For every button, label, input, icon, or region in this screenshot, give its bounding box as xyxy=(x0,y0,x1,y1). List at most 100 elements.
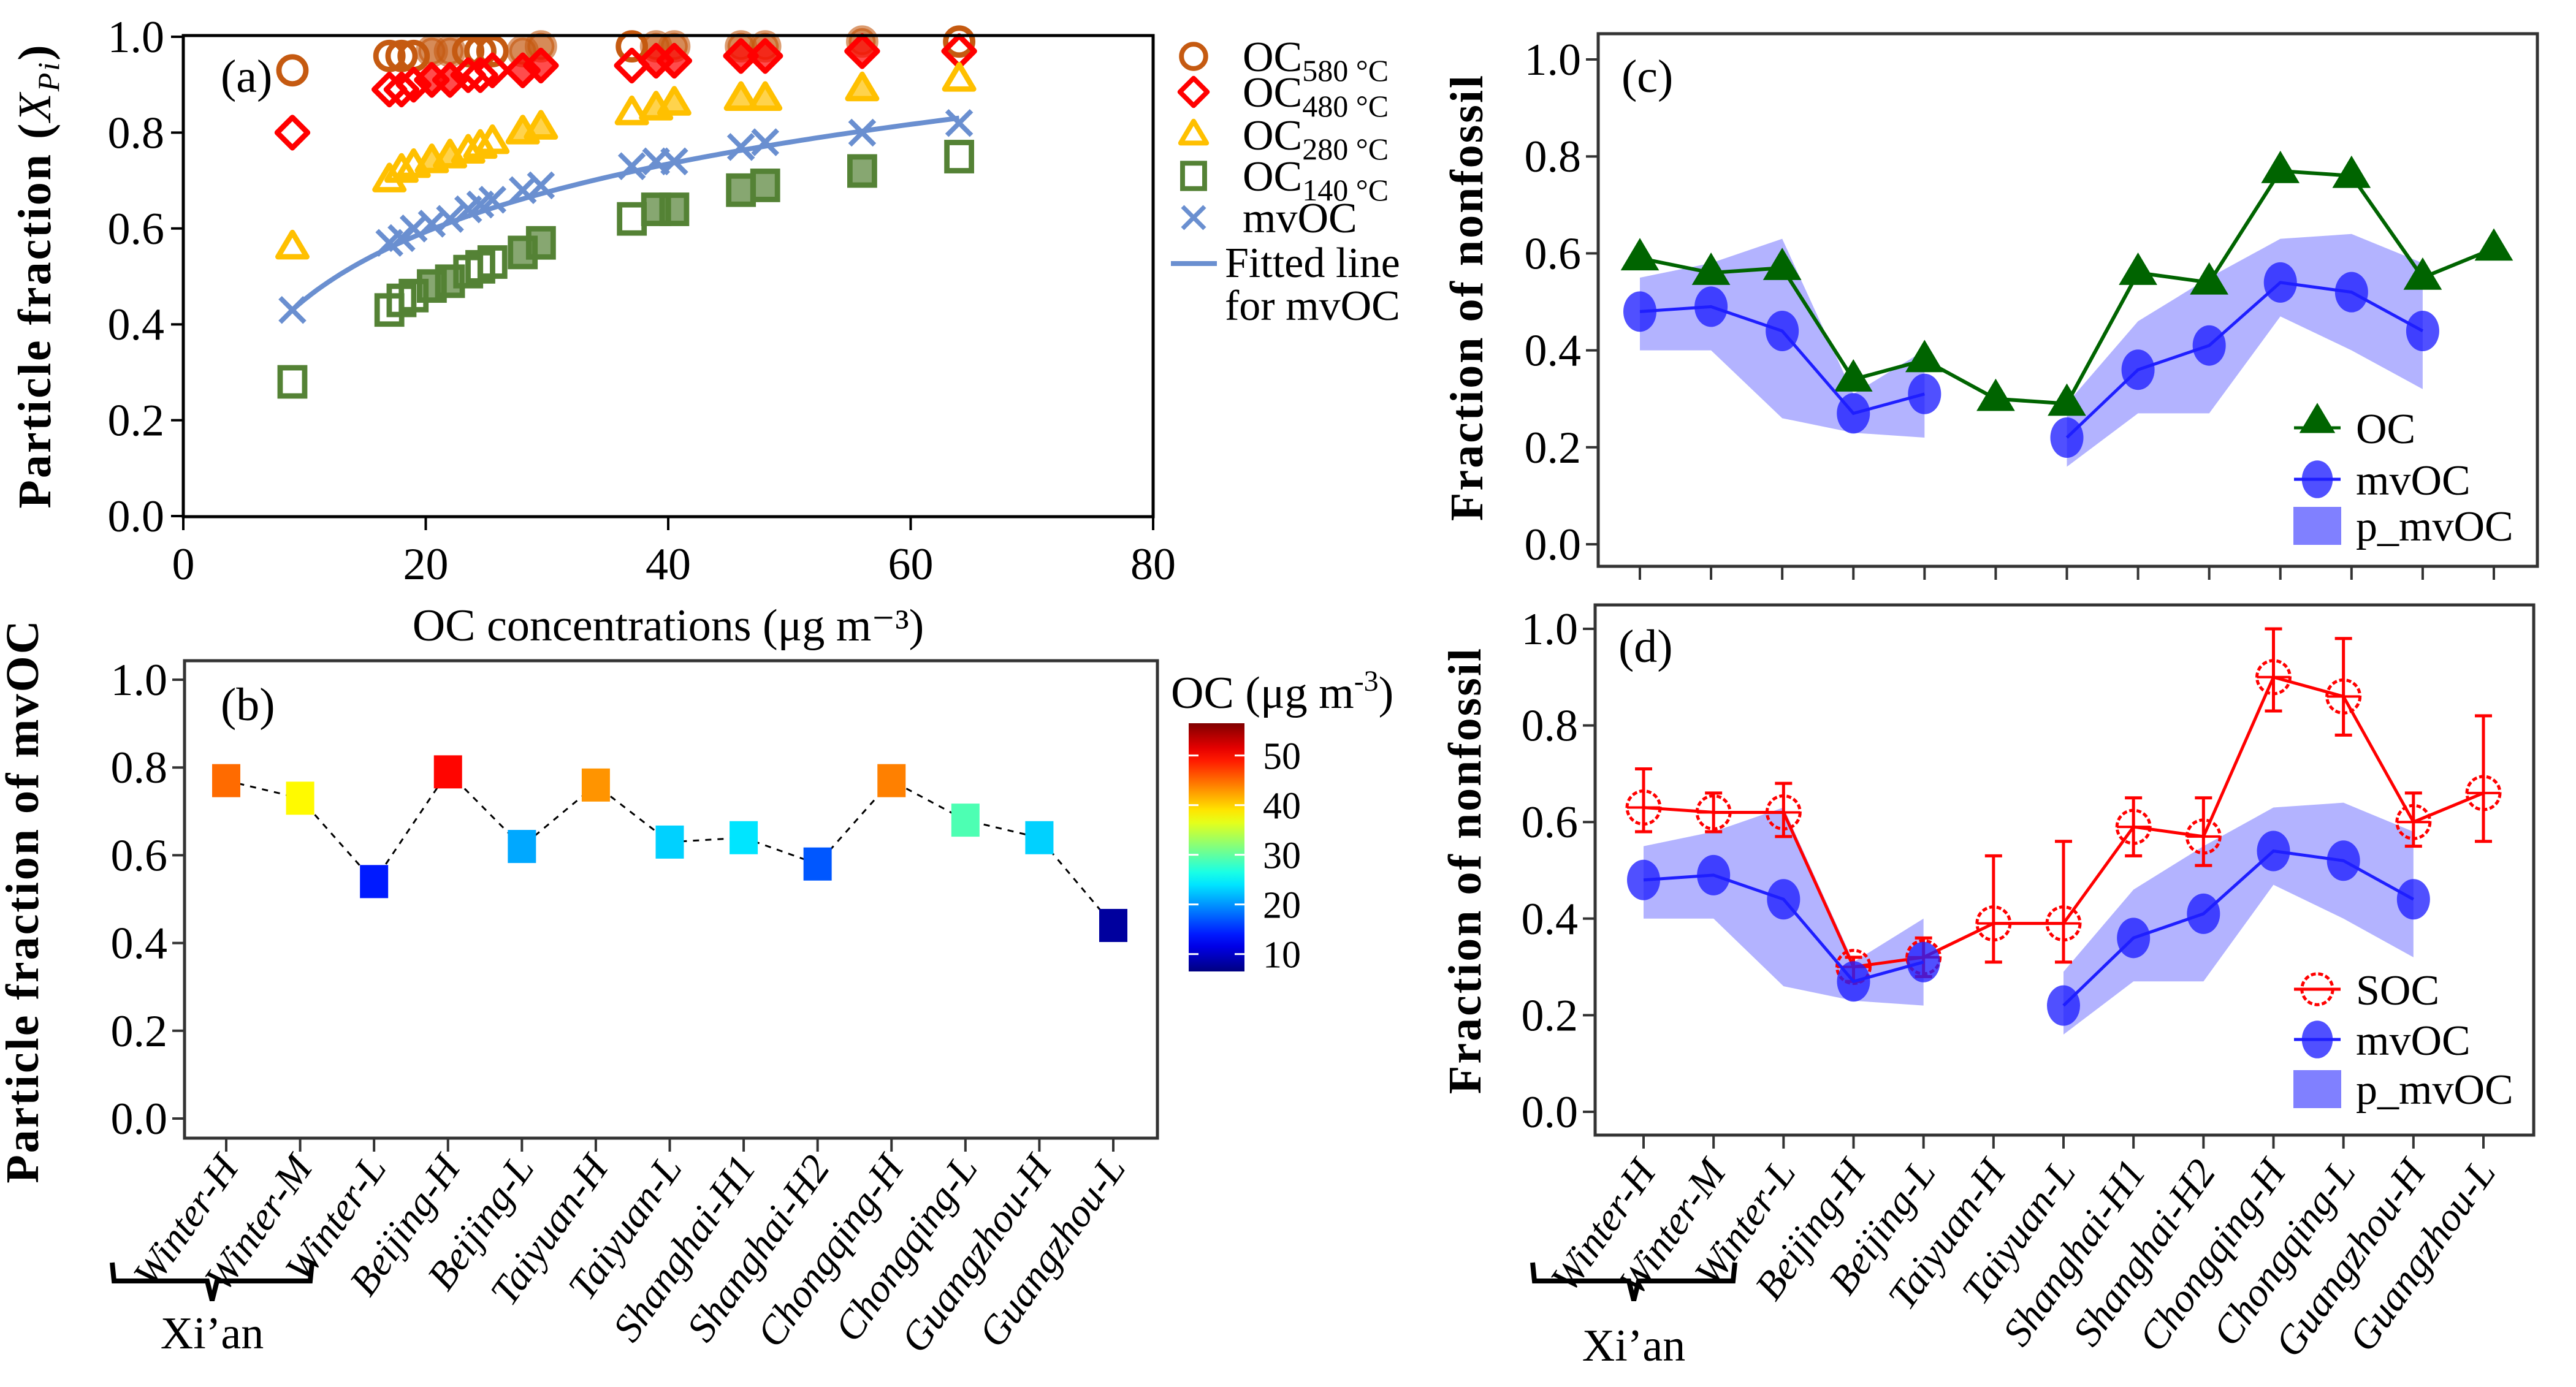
legend-label-oc480: OC480 °C xyxy=(1243,69,1389,123)
panel-c-ytick-label: 0.2 xyxy=(1525,423,1582,473)
panel-b-point xyxy=(212,764,240,797)
panel-b-axes: 0.0 0.2 0.4 0.6 0.8 1.0 xyxy=(111,655,1115,1152)
panel-c-ytick-label: 0.0 xyxy=(1525,520,1582,570)
mvoc-point xyxy=(1627,859,1660,900)
legend-label-fitted-2: for mvOC xyxy=(1225,283,1400,330)
oc-point xyxy=(2119,253,2157,285)
bracket-shape xyxy=(1530,1262,1737,1301)
legend-label-sub: 580 °C xyxy=(1302,53,1389,88)
panel-c-ytick-label: 0.6 xyxy=(1525,229,1582,279)
oc480-point xyxy=(274,115,311,151)
panel-d-axes: 0.0 0.2 0.4 0.6 0.8 1.0 xyxy=(1522,604,2485,1149)
legend-label-oc140: OC140 °C xyxy=(1243,153,1389,207)
mvoc-point xyxy=(2050,417,2084,458)
legend-label: p_mvOC xyxy=(2356,503,2513,550)
mvoc-point xyxy=(2326,840,2360,881)
oc280-point xyxy=(463,129,498,159)
panel-a-xlabel-text: OC concentrations (μg m⁻³) xyxy=(413,601,924,651)
mvoc_a-point xyxy=(617,152,646,180)
legend-label-sub: 280 °C xyxy=(1302,132,1389,166)
oc140-point xyxy=(477,245,508,279)
oc280-point xyxy=(845,71,880,102)
legend-label: p_mvOC xyxy=(2356,1066,2513,1114)
panel-b-point xyxy=(655,825,684,859)
panel-a-ylabel-close: ) xyxy=(9,43,61,60)
panel-b-point xyxy=(1099,908,1127,942)
oc480-point xyxy=(747,38,783,74)
legend-circle-icon xyxy=(2301,460,2333,498)
mvoc-point xyxy=(2192,325,2226,366)
legend-square-icon xyxy=(1180,161,1207,191)
oc280-point xyxy=(723,81,758,111)
oc-point xyxy=(2332,155,2371,188)
panel-d-ytick-label: 0.6 xyxy=(1522,797,1579,848)
oc-point xyxy=(2048,383,2086,416)
legend-circle-icon xyxy=(2301,1020,2333,1058)
colorbar-bar xyxy=(1189,723,1244,971)
series-soc xyxy=(1625,627,2502,986)
panel-a-axes: 0.0 0.2 0.4 0.6 0.8 1.0 0 20 40 60 80 xyxy=(108,12,1176,590)
legend-triangle-icon xyxy=(1178,118,1210,146)
oc-point xyxy=(1762,248,1802,280)
mvoc-point xyxy=(1694,286,1728,327)
mvoc-point xyxy=(1837,393,1870,434)
panel-b-ytick-label: 0.0 xyxy=(111,1094,168,1144)
oc480-point xyxy=(656,42,693,79)
panel-d-ylabel: Fraction of nonfossil xyxy=(1439,647,1491,1094)
oc140-point xyxy=(750,169,780,202)
legend-label-main: OC xyxy=(1243,153,1302,200)
mvoc-point xyxy=(1837,961,1870,1002)
oc140-point xyxy=(847,154,877,188)
oc-point xyxy=(2474,228,2513,261)
mvoc_a-point xyxy=(726,133,755,161)
legend-label-sub: 480 °C xyxy=(1302,89,1389,123)
mvoc-point xyxy=(1907,941,1940,982)
legend-label-sub: 140 °C xyxy=(1302,173,1389,207)
panel-c-ytick-label: 1.0 xyxy=(1525,35,1582,85)
panel-b-point xyxy=(877,764,906,797)
oc140-point xyxy=(525,226,556,260)
panel-a-ylabel-italic: X xyxy=(9,91,61,123)
panel-c-ytick-label: 0.4 xyxy=(1525,326,1582,376)
oc140-point xyxy=(726,173,756,207)
oc-point xyxy=(1905,340,1944,373)
bracket-label-xian: Xi’an xyxy=(161,1309,264,1359)
mvoc_a-point xyxy=(478,186,507,214)
oc580-point xyxy=(452,35,485,67)
oc480-point xyxy=(462,57,498,93)
oc480-point xyxy=(474,52,511,88)
p-mvoc-band xyxy=(2063,802,2414,1035)
panel-b-ytick-label: 0.2 xyxy=(111,1006,168,1057)
panel-a-label: (a) xyxy=(221,51,272,102)
oc-point xyxy=(1691,253,1731,285)
mvoc-point xyxy=(2334,272,2368,313)
panel-b-ylabel: Particle fraction of mvOC xyxy=(0,618,48,1183)
panel-a-ylabel-main: Particle fraction ( xyxy=(9,122,61,509)
panel-c-axes: 0.0 0.2 0.4 0.6 0.8 1.0 xyxy=(1525,35,2495,580)
panel-b-point xyxy=(508,830,536,864)
panel-a-ytick-label: 1.0 xyxy=(108,12,165,63)
oc-point xyxy=(1834,359,1873,392)
mvoc-point xyxy=(2263,262,2297,303)
colorbar-title: OC (μg m-3) xyxy=(1171,665,1393,718)
mvoc-point xyxy=(2187,893,2220,934)
panel-b-marks xyxy=(212,755,1127,942)
colorbar-tick-label: 20 xyxy=(1263,885,1301,927)
panel-b-point xyxy=(1025,821,1054,854)
oc140-point xyxy=(944,140,974,173)
oc280-point xyxy=(524,110,558,140)
mvoc_a-point xyxy=(848,118,877,147)
panel-a: 0.0 0.2 0.4 0.6 0.8 1.0 0 20 40 60 80 (a) OC conce… xyxy=(9,12,1400,651)
oc580-point xyxy=(385,39,418,72)
panel-b-point xyxy=(581,768,610,802)
colorbar-title-sup: -3 xyxy=(1354,665,1379,697)
mvoc_a-point xyxy=(945,108,974,137)
series-mvoc xyxy=(1627,830,2430,1026)
panel-d-xian-bracket: Xi’an xyxy=(1530,1262,1737,1371)
colorbar-tick-label: 50 xyxy=(1263,736,1301,778)
panel-a-ylabel: Particle fraction (XPi) xyxy=(9,43,66,508)
oc480-point xyxy=(723,38,759,74)
